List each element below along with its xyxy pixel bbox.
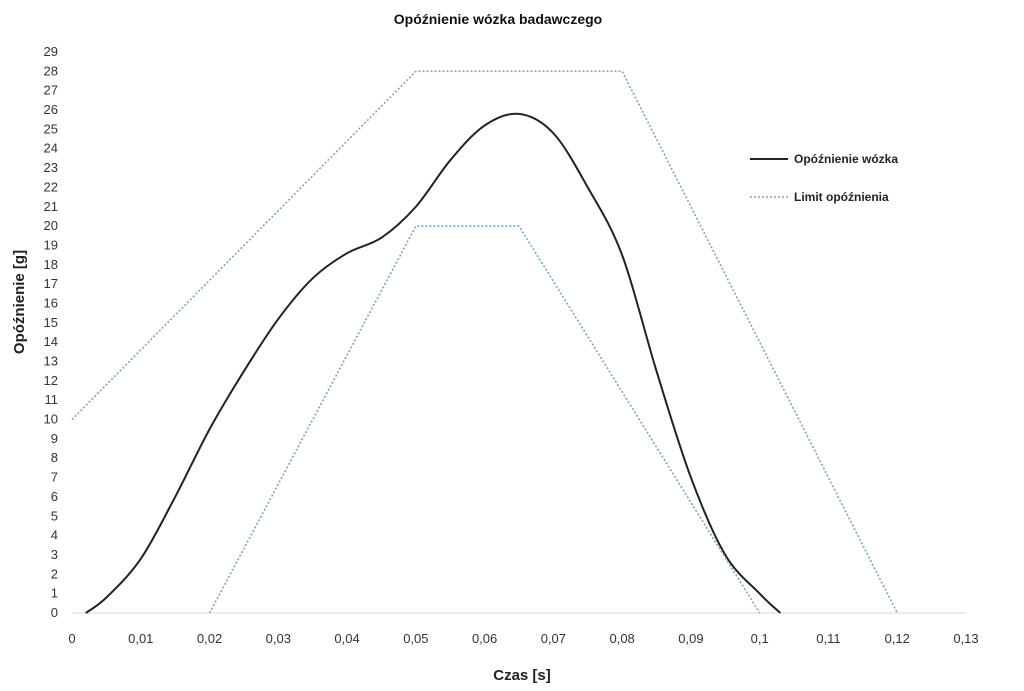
y-tick-label: 0	[51, 605, 58, 620]
y-axis-ticks: 0123456789101112131415161718192021222324…	[44, 44, 58, 620]
y-tick-label: 6	[51, 489, 58, 504]
y-tick-label: 7	[51, 470, 58, 485]
y-tick-label: 28	[44, 63, 58, 78]
x-tick-label: 0,05	[403, 631, 428, 646]
x-tick-label: 0,07	[541, 631, 566, 646]
y-tick-label: 13	[44, 354, 58, 369]
x-tick-label: 0,13	[953, 631, 978, 646]
x-tick-label: 0,08	[609, 631, 634, 646]
y-tick-label: 4	[51, 528, 58, 543]
x-axis-label: Czas [s]	[493, 667, 551, 684]
x-tick-label: 0,01	[128, 631, 153, 646]
y-tick-label: 2	[51, 566, 58, 581]
y-tick-label: 12	[44, 373, 58, 388]
y-tick-label: 26	[44, 102, 58, 117]
y-tick-label: 17	[44, 276, 58, 291]
x-tick-label: 0	[68, 631, 75, 646]
y-tick-label: 11	[45, 392, 59, 407]
y-tick-label: 23	[44, 160, 58, 175]
x-tick-label: 0,02	[197, 631, 222, 646]
x-tick-label: 0,11	[816, 631, 840, 646]
y-tick-label: 16	[44, 295, 58, 310]
x-tick-label: 0,09	[678, 631, 703, 646]
x-axis-ticks: 0 0,01 0,02 0,03 0,04 0,05 0,06 0,07 0,08 0,09 0,1…	[68, 631, 978, 646]
y-tick-label: 3	[51, 547, 58, 562]
y-tick-label: 5	[51, 508, 58, 523]
y-tick-label: 1	[51, 586, 58, 601]
chart-title: Opóźnienie wózka badawczego	[394, 11, 602, 27]
legend-label: Limit opóźnienia	[794, 190, 889, 204]
series-group	[71, 70, 898, 614]
y-tick-label: 14	[44, 334, 58, 349]
y-tick-label: 22	[44, 179, 58, 194]
y-tick-label: 19	[44, 237, 58, 252]
y-tick-label: 20	[44, 218, 58, 233]
y-axis-label: Opóźnienie [g]	[11, 250, 28, 354]
series-line-limit-lower	[208, 225, 761, 614]
x-tick-label: 0,1	[751, 631, 769, 646]
legend-label: Opóźnienie wózka	[794, 152, 898, 166]
legend-box	[739, 136, 931, 216]
x-tick-label: 0,12	[885, 631, 910, 646]
y-tick-label: 21	[44, 199, 58, 214]
series-line-limit-upper	[71, 70, 898, 614]
x-tick-label: 0,04	[334, 631, 359, 646]
y-tick-label: 9	[51, 431, 58, 446]
x-tick-label: 0,06	[472, 631, 497, 646]
y-tick-label: 10	[44, 412, 58, 427]
series-line-opoznienie-wozka	[85, 112, 782, 614]
x-tick-label: 0,03	[266, 631, 291, 646]
y-tick-label: 27	[44, 83, 58, 98]
y-tick-label: 18	[44, 257, 58, 272]
y-tick-label: 25	[44, 121, 58, 136]
y-tick-label: 15	[44, 315, 58, 330]
y-tick-label: 24	[44, 141, 58, 156]
y-tick-label: 8	[51, 450, 58, 465]
legend: Opóźnienie wózka Limit opóźnienia	[739, 136, 931, 216]
y-tick-label: 29	[44, 44, 58, 59]
